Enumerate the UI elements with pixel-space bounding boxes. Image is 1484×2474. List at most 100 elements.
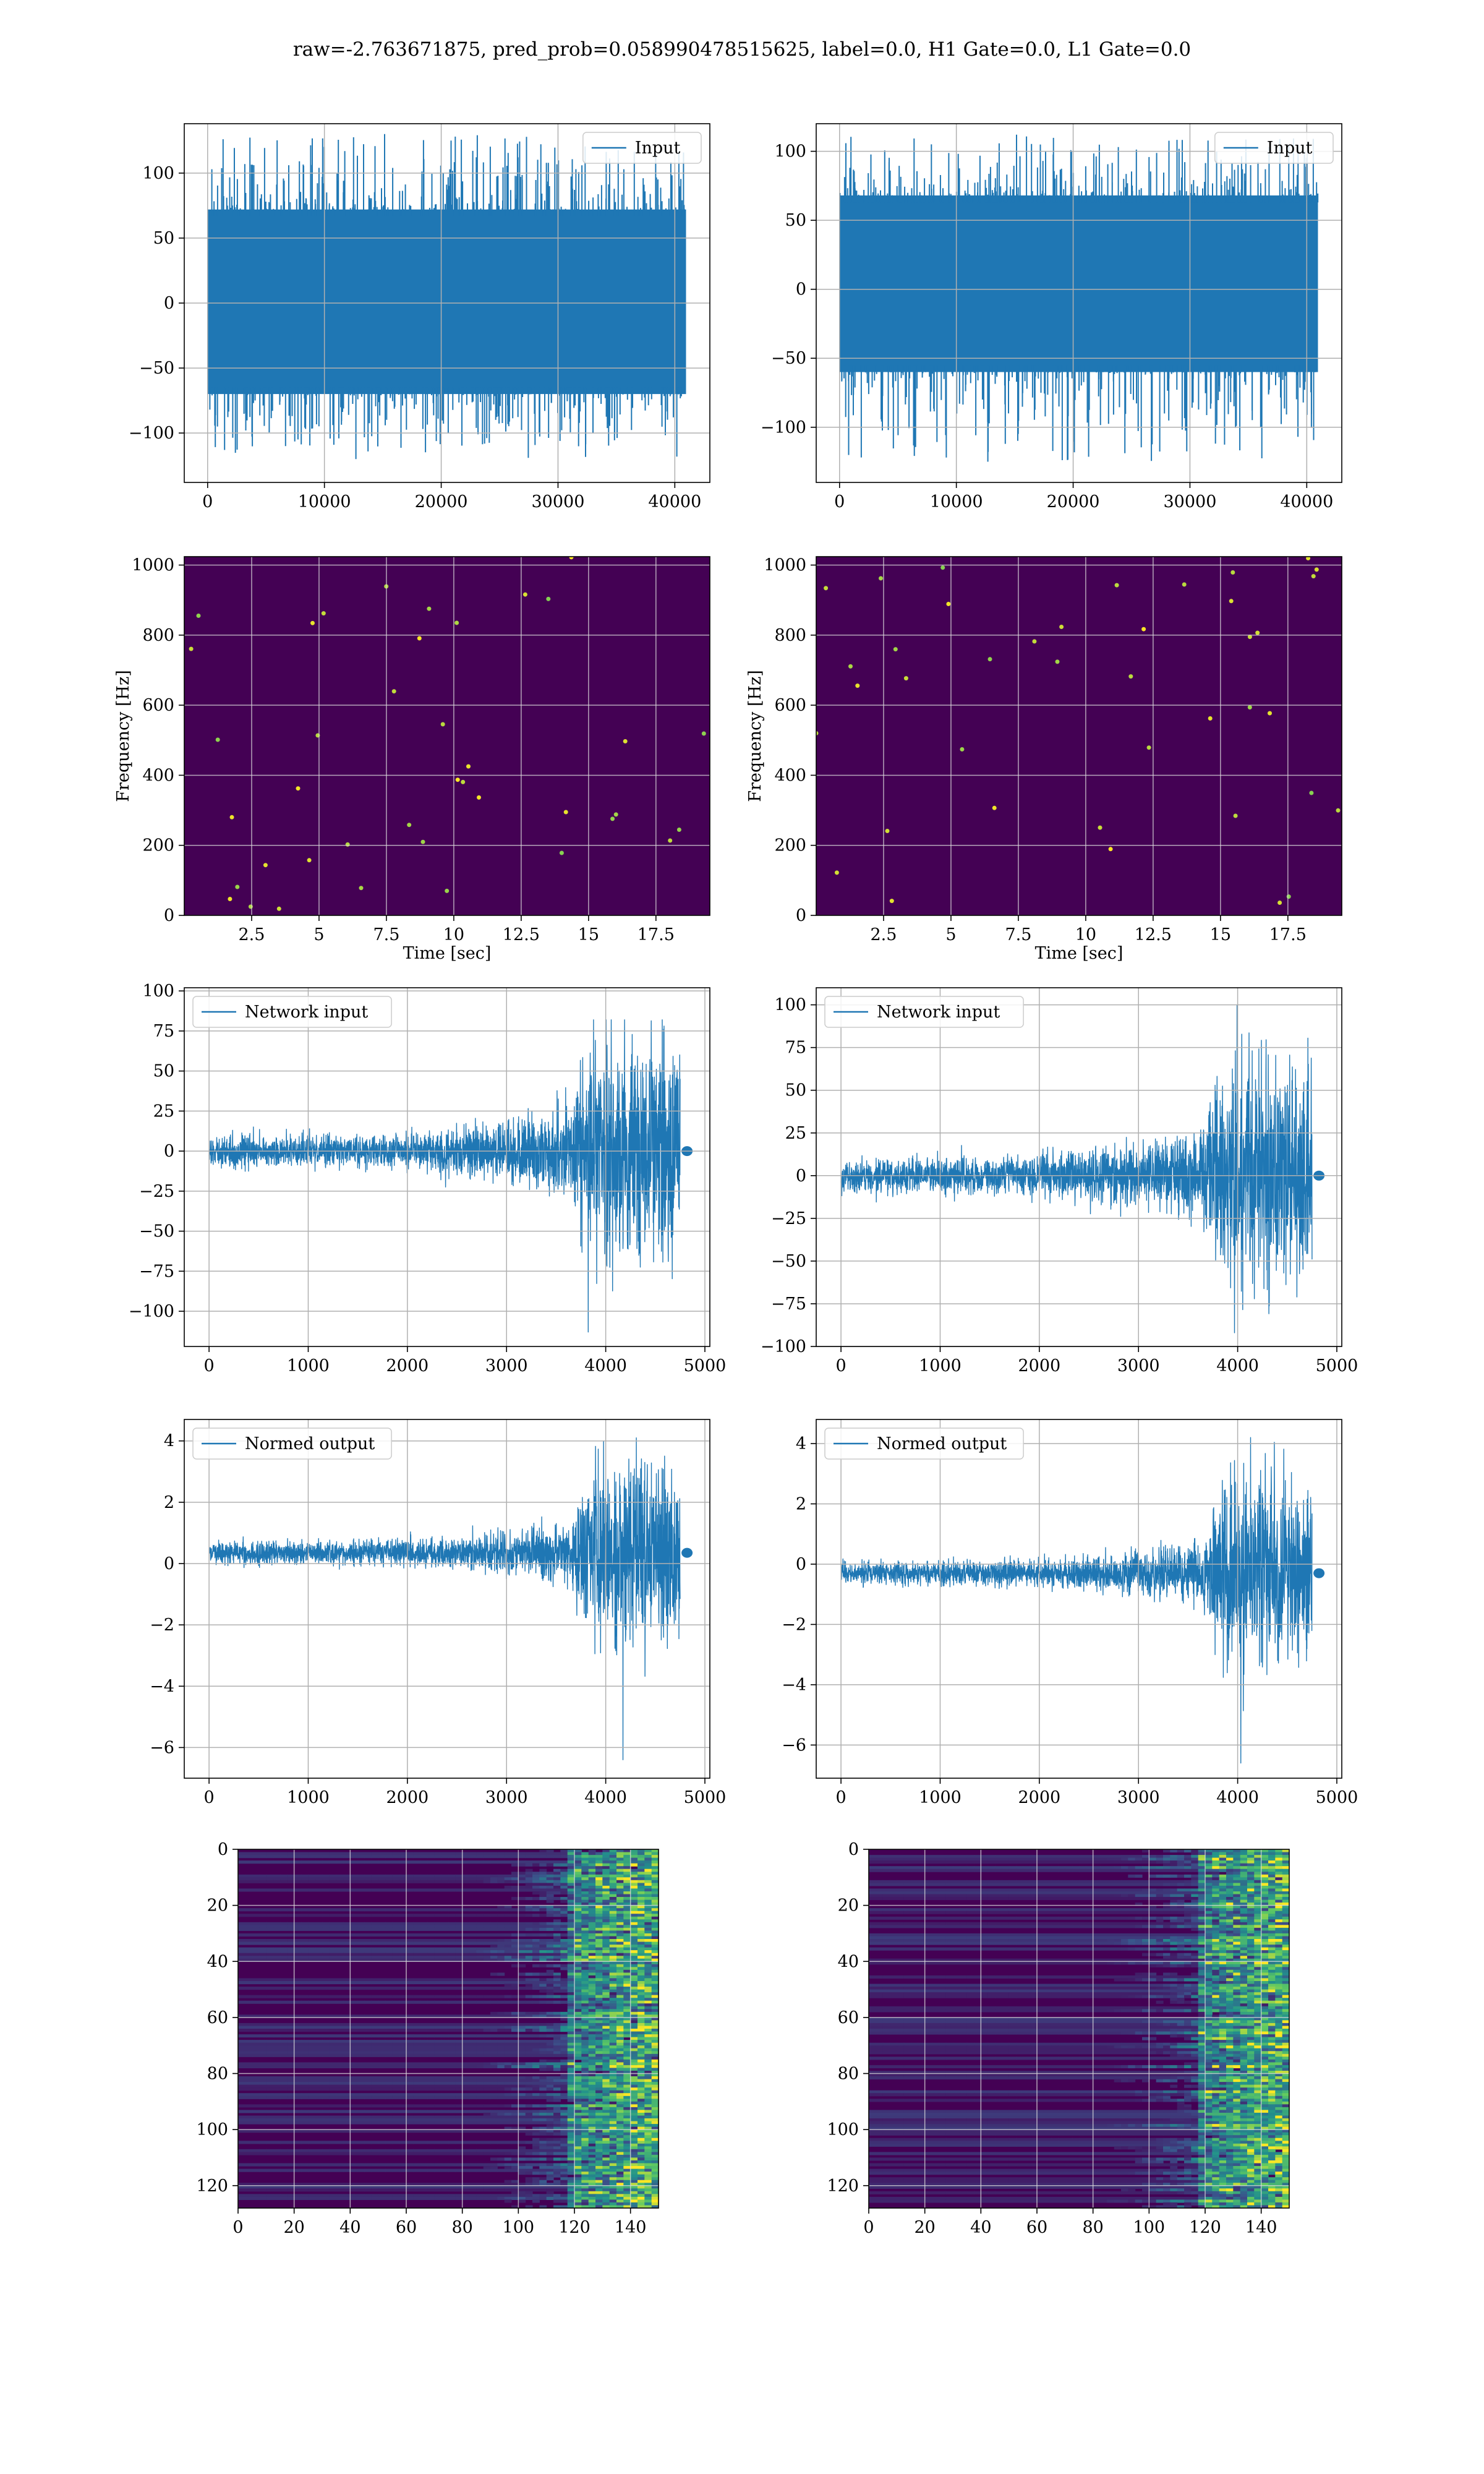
spec-h-ytick-label-0: 0 (164, 906, 174, 925)
input-l-xtick-label-0: 0 (834, 492, 845, 511)
input-l-ytick-label-3: 50 (785, 211, 806, 230)
spec-h-xtick-label-0: 2.5 (238, 925, 265, 944)
spec-h-xlabel: Time [sec] (403, 944, 492, 963)
input-l-legend: Input (1214, 132, 1334, 164)
spectrogram-speck (228, 897, 232, 901)
input-l-grid (816, 124, 1342, 482)
input-l-xtick-label-3: 30000 (1163, 492, 1216, 511)
input-l-xtick-label-4: 40000 (1280, 492, 1333, 511)
spec-h-ytick-label-3: 600 (142, 696, 174, 715)
input-l-ytick-label-2: 0 (796, 280, 806, 299)
spec-h-axes: 2.5 5 7.5 10 12.5 15 17.5 0 200 400 600 800 1000 Time… (114, 556, 710, 963)
spectrogram-speck (701, 731, 706, 736)
spectrogram-speck (668, 838, 673, 843)
spectrogram-speck (613, 812, 618, 817)
spectrogram-speck (427, 606, 432, 611)
input-l-legend-box (1214, 132, 1334, 164)
spec-h-xtick-label-3: 10 (443, 925, 464, 944)
spec-h-xtick-label-2: 7.5 (373, 925, 399, 944)
input-l-frame (816, 123, 1342, 483)
input-h-legend-label: Input (635, 139, 681, 158)
spectrogram-speck (215, 737, 220, 742)
spectrogram-speck (546, 596, 551, 601)
input-h-xtick-label-2: 20000 (415, 492, 468, 511)
spectrogram-speck (623, 739, 628, 743)
spectrogram-speck (276, 906, 281, 911)
spec-h-plot-area (184, 557, 710, 915)
spectrogram-speck (345, 842, 350, 847)
input-l-xtick-label-2: 20000 (1047, 492, 1100, 511)
spec-l-background (816, 557, 1342, 915)
input-l-ytick-label-1: −50 (771, 349, 806, 368)
input-l-legend-label: Input (1267, 139, 1313, 158)
input-h-xtick-label-4: 40000 (648, 492, 701, 511)
spectrogram-speck (445, 888, 450, 893)
spectrogram-speck (321, 611, 326, 616)
input-l-ytick-label-0: −100 (761, 418, 806, 437)
figure-title: raw=-2.763671875, pred_prob=0.0589904785… (292, 38, 1192, 61)
spectrogram-speck (466, 764, 471, 769)
input-l-xtick-label-1: 10000 (930, 492, 983, 511)
input-h-xtick-label-3: 30000 (531, 492, 584, 511)
input-l-ytick-label-4: 100 (774, 142, 806, 161)
spec-h-xtick-label-1: 5 (313, 925, 324, 944)
spectrogram-speck (559, 850, 564, 855)
spectrogram-speck (196, 614, 201, 618)
spectrogram-speck (310, 620, 315, 625)
spectrogram-speck (563, 810, 568, 815)
spectrogram-speck (235, 884, 240, 889)
spec-h-xtick-label-5: 15 (578, 925, 599, 944)
spec-h-ytick-label-2: 400 (142, 766, 174, 785)
input-h-grid (184, 124, 710, 482)
spectrogram-speck (359, 886, 364, 891)
spectrogram-speck (189, 646, 194, 651)
spectrogram-speck (569, 557, 574, 560)
input-h-plot-area (207, 134, 686, 460)
input-h-ytick-label-2: 0 (164, 294, 174, 313)
spectrogram-speck (522, 592, 527, 597)
input-h-ytick-label-0: −100 (129, 424, 174, 443)
input-h-xtick-label-1: 10000 (298, 492, 351, 511)
spectrogram-speck (229, 815, 234, 820)
spec-h-frame (184, 556, 710, 916)
input-h-legend: Input (582, 132, 702, 164)
spectrogram-speck (307, 858, 312, 863)
input-h-signal-band (207, 209, 686, 395)
input-h-legend-box (582, 132, 702, 164)
input-l-plot-area (839, 134, 1319, 462)
spec-h-background (184, 557, 710, 915)
input-h-ytick-label-1: −50 (139, 359, 174, 378)
spec-h-ytick-label-5: 1000 (132, 556, 174, 575)
spectrogram-speck (407, 823, 412, 828)
input-h-ytick-label-3: 50 (153, 229, 174, 248)
spectrogram-speck (440, 722, 445, 727)
input-l-signal-spikes (839, 134, 1319, 462)
spec-h-ylabel: Frequency [Hz] (114, 670, 133, 802)
input-h-axes: 0 10000 20000 30000 40000 −100 −50 0 50 100 Input (129, 123, 710, 511)
spectrogram-speck (391, 689, 396, 694)
spectrogram-speck (263, 863, 268, 868)
spectrogram-speck (610, 816, 615, 821)
spectrogram-speck (455, 777, 460, 782)
spectrogram-speck (477, 795, 481, 800)
spectrogram-speck (296, 786, 301, 791)
spec-l-axes: 2.5 5 7.5 10 12.5 15 17.502004006008001000Time… (746, 556, 1342, 963)
spec-l-plot-area (816, 557, 1342, 915)
spectrogram-speck (420, 839, 425, 844)
spectrogram-speck (248, 904, 253, 909)
spec-l-cells (816, 557, 1341, 905)
spec-h-xtick-label-4: 12.5 (503, 925, 540, 944)
input-l-signal-band (839, 195, 1318, 372)
spec-h-ytick-label-1: 200 (142, 836, 174, 855)
input-h-ytick-label-4: 100 (142, 164, 174, 183)
input-h-xtick-label-0: 0 (202, 492, 213, 511)
spectrogram-speck (417, 636, 422, 641)
spectrogram-speck (454, 620, 459, 625)
spec-h-ytick-label-4: 800 (142, 626, 174, 645)
input-h-signal-spikes (209, 134, 685, 460)
spec-h-xtick-label-6: 17.5 (638, 925, 675, 944)
spectrogram-speck (461, 779, 466, 784)
input-l-axes: 0 10000 20000 30000 40000 −100 −50 0 50 100 Input (761, 123, 1342, 511)
spectrogram-speck (676, 828, 681, 832)
